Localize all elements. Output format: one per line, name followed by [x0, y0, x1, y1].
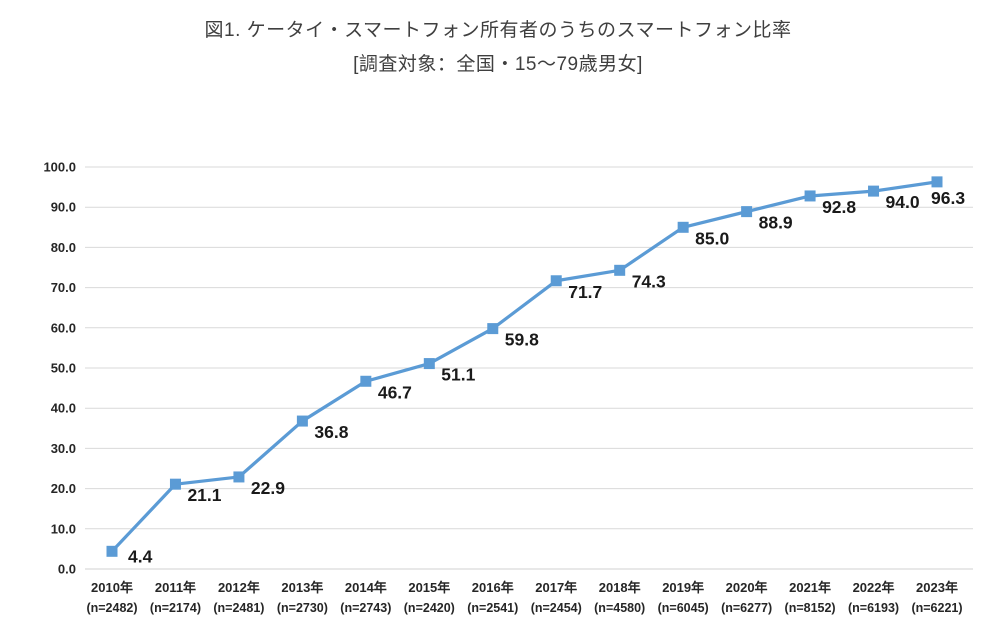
y-tick-label: 20.0: [51, 481, 76, 496]
data-point-marker: [677, 221, 689, 233]
x-tick-label: 2020年: [726, 580, 768, 595]
x-tick-sublabel: (n=2743): [340, 601, 391, 615]
data-point-label: 85.0: [695, 228, 729, 248]
y-tick-label: 30.0: [51, 441, 76, 456]
y-tick-label: 90.0: [51, 200, 76, 215]
x-tick-label: 2017年: [535, 580, 577, 595]
data-point-label: 22.9: [251, 478, 285, 498]
data-point-marker: [487, 323, 499, 335]
x-tick-sublabel: (n=6193): [848, 601, 899, 615]
data-point-marker: [804, 190, 816, 202]
data-point-label: 94.0: [886, 192, 920, 212]
chart-subtitle: [調査対象：全国・15〜79歳男女]: [353, 54, 643, 75]
x-tick-sublabel: (n=2174): [150, 601, 201, 615]
y-tick-label: 0.0: [58, 562, 76, 577]
y-tick-label: 50.0: [51, 361, 76, 376]
x-tick-label: 2019年: [662, 580, 704, 595]
chart-title-block: 図1. ケータイ・スマートフォン所有者のうちのスマートフォン比率 [調査対象：全…: [0, 14, 996, 82]
x-tick-sublabel: (n=2481): [213, 601, 264, 615]
y-tick-label: 10.0: [51, 521, 76, 536]
x-tick-sublabel: (n=6221): [911, 601, 962, 615]
x-tick-label: 2023年: [916, 580, 958, 595]
chart-title: 図1. ケータイ・スマートフォン所有者のうちのスマートフォン比率: [204, 20, 792, 41]
x-tick-label: 2013年: [281, 580, 323, 595]
x-tick-sublabel: (n=6277): [721, 601, 772, 615]
data-point-marker: [296, 415, 308, 427]
data-point-label: 88.9: [759, 213, 793, 233]
x-tick-sublabel: (n=4580): [594, 601, 645, 615]
x-tick-sublabel: (n=2454): [531, 601, 582, 615]
x-tick-sublabel: (n=2420): [404, 601, 455, 615]
data-point-marker: [360, 375, 372, 387]
x-tick-label: 2010年: [91, 580, 133, 595]
data-point-label: 92.8: [822, 197, 856, 217]
series-line: [110, 180, 939, 553]
x-tick-sublabel: (n=2541): [467, 601, 518, 615]
data-point-marker: [614, 264, 626, 276]
data-point-marker: [868, 185, 880, 197]
y-tick-label: 70.0: [51, 280, 76, 295]
data-point-label: 21.1: [187, 485, 221, 505]
data-point-marker: [931, 176, 943, 188]
y-tick-label: 100.0: [43, 160, 76, 175]
data-point-marker: [423, 358, 435, 370]
data-point-label: 74.3: [632, 271, 666, 291]
x-tick-label: 2021年: [789, 580, 831, 595]
y-tick-label: 40.0: [51, 401, 76, 416]
x-tick-label: 2016年: [472, 580, 514, 595]
data-point-marker: [169, 478, 181, 490]
x-tick-sublabel: (n=6045): [658, 601, 709, 615]
data-point-label: 36.8: [314, 422, 348, 442]
x-tick-label: 2018年: [599, 580, 641, 595]
x-tick-label: 2015年: [408, 580, 450, 595]
data-point-marker: [550, 275, 562, 287]
y-tick-label: 80.0: [51, 240, 76, 255]
data-point-label: 71.7: [568, 282, 602, 302]
x-tick-label: 2012年: [218, 580, 260, 595]
x-tick-sublabel: (n=2482): [86, 601, 137, 615]
data-point-label: 96.3: [931, 188, 965, 208]
data-point-marker: [741, 206, 753, 218]
x-tick-label: 2022年: [853, 580, 895, 595]
data-point-label: 59.8: [505, 330, 539, 350]
data-point-label: 51.1: [441, 365, 475, 385]
y-tick-label: 60.0: [51, 320, 76, 335]
x-tick-label: 2014年: [345, 580, 387, 595]
data-point-marker: [106, 545, 118, 557]
data-point-marker: [233, 471, 245, 483]
x-tick-sublabel: (n=8152): [785, 601, 836, 615]
x-tick-sublabel: (n=2730): [277, 601, 328, 615]
x-tick-label: 2011年: [155, 580, 196, 595]
data-point-label: 46.7: [378, 382, 412, 402]
data-point-label: 4.4: [128, 546, 153, 566]
